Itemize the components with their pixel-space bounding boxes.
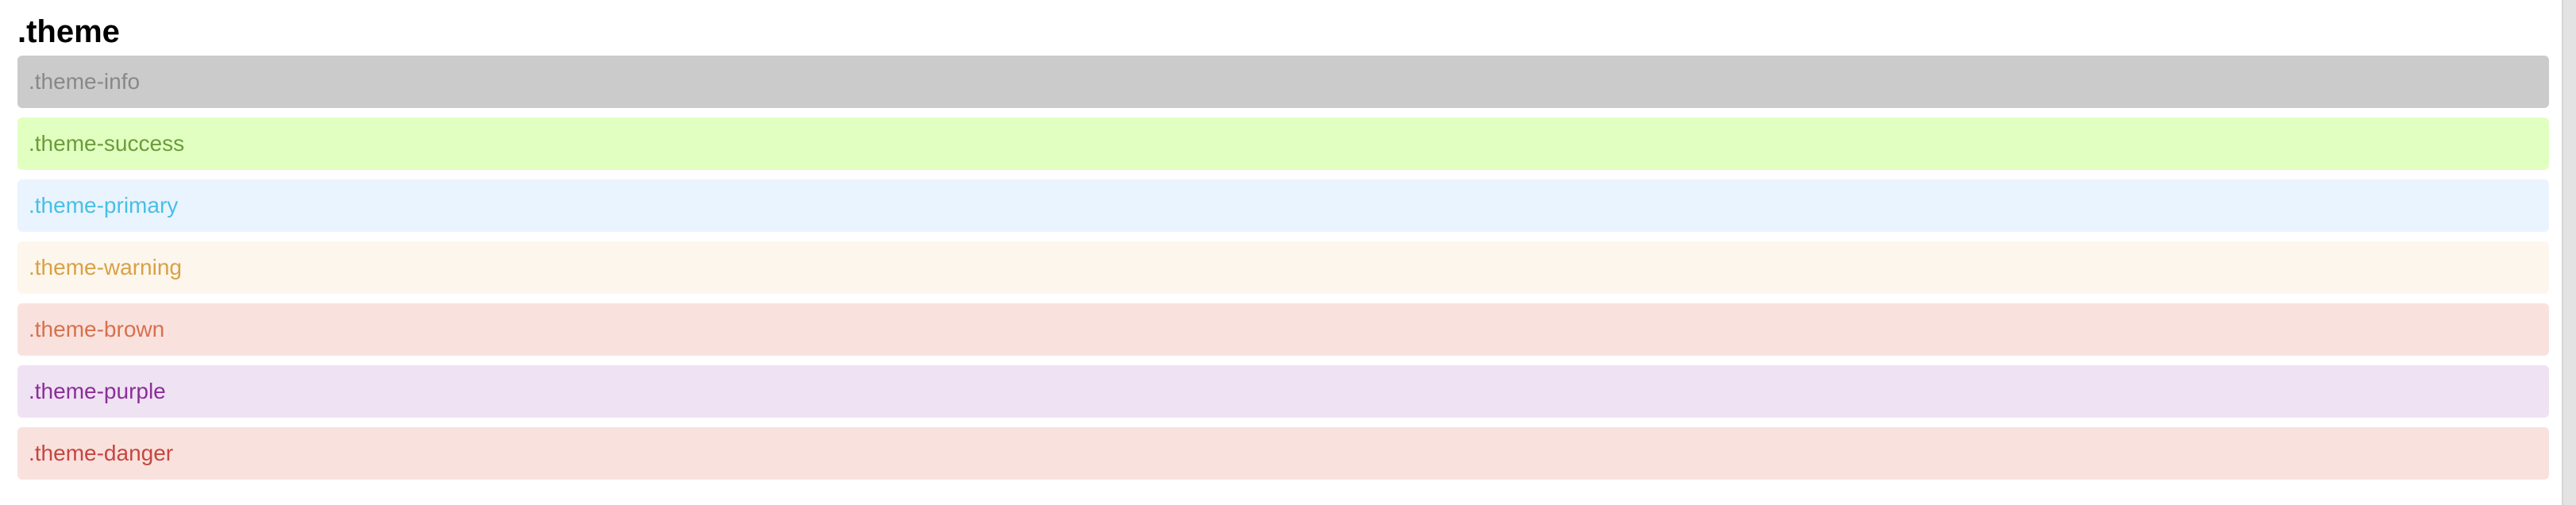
theme-list: .theme-info .theme-success .theme-primar… <box>17 56 2549 489</box>
theme-primary-bar: .theme-primary <box>17 179 2549 232</box>
theme-primary-label: .theme-primary <box>29 193 179 218</box>
theme-success-label: .theme-success <box>29 131 185 156</box>
theme-warning-bar: .theme-warning <box>17 241 2549 294</box>
theme-purple-label: .theme-purple <box>29 379 166 403</box>
theme-brown-label: .theme-brown <box>29 317 165 341</box>
theme-brown-bar: .theme-brown <box>17 303 2549 356</box>
theme-danger-bar: .theme-danger <box>17 427 2549 480</box>
theme-info-label: .theme-info <box>29 69 141 94</box>
theme-warning-label: .theme-warning <box>29 255 182 279</box>
theme-danger-label: .theme-danger <box>29 441 174 465</box>
page-title: .theme <box>17 14 120 49</box>
theme-info-bar: .theme-info <box>17 56 2549 108</box>
theme-purple-bar: .theme-purple <box>17 365 2549 418</box>
vertical-scrollbar[interactable] <box>2562 0 2576 505</box>
theme-success-bar: .theme-success <box>17 118 2549 170</box>
